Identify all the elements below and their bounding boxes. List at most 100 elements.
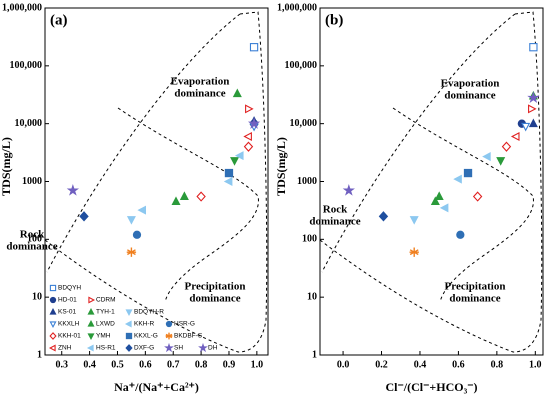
marker bbox=[171, 196, 181, 205]
x-tick-label: 0.6 bbox=[452, 359, 465, 370]
marker bbox=[48, 344, 56, 352]
marker bbox=[49, 321, 57, 329]
marker bbox=[472, 191, 483, 202]
x-tick-label: 1.0 bbox=[251, 359, 264, 370]
marker bbox=[230, 157, 240, 166]
marker bbox=[434, 191, 444, 200]
legend-label: HS-R1 bbox=[96, 345, 116, 352]
marker bbox=[125, 344, 133, 352]
marker bbox=[124, 320, 132, 328]
legend-label: KKXL-G bbox=[134, 333, 158, 340]
boundary bbox=[46, 13, 241, 273]
x-tick-label: 0.7 bbox=[167, 359, 180, 370]
annotation: dominance bbox=[449, 293, 500, 305]
legend-label: LXWD bbox=[96, 321, 115, 328]
annotation: dominance bbox=[174, 88, 225, 100]
annotation: dominance bbox=[6, 241, 57, 253]
annotation: dominance bbox=[444, 90, 495, 102]
marker bbox=[224, 168, 234, 178]
boundary bbox=[237, 11, 268, 353]
marker bbox=[164, 342, 174, 353]
marker bbox=[521, 122, 531, 132]
legend-label: KKH-01 bbox=[58, 333, 81, 340]
y-tick-label: 10 bbox=[32, 291, 42, 302]
boundary bbox=[44, 239, 239, 353]
marker bbox=[79, 211, 89, 222]
y-tick-label: 100 bbox=[302, 234, 317, 245]
legend-label: DXF-G bbox=[134, 345, 154, 352]
marker bbox=[243, 141, 254, 152]
marker bbox=[87, 319, 95, 327]
marker bbox=[528, 104, 537, 114]
marker bbox=[232, 88, 242, 98]
marker bbox=[179, 191, 189, 200]
y-tick-label: 1000 bbox=[297, 176, 317, 187]
y-tick-label: 10,000 bbox=[15, 118, 43, 129]
marker bbox=[510, 131, 520, 142]
marker bbox=[126, 247, 137, 257]
x-tick-label: 0.2 bbox=[375, 359, 388, 370]
annotation: Rock bbox=[20, 229, 45, 241]
legend-label: YMH bbox=[96, 333, 111, 340]
x-axis-label: Cl⁻/(Cl⁻+HCO₃⁻) bbox=[385, 380, 477, 394]
legend-label: CDRM bbox=[96, 297, 116, 304]
y-axis-label: TDS(mg/L) bbox=[0, 137, 13, 196]
marker bbox=[439, 203, 449, 213]
legend-label: KKXLH bbox=[58, 321, 80, 328]
marker bbox=[125, 309, 133, 317]
y-tick-label: 100,000 bbox=[285, 60, 318, 71]
marker bbox=[527, 91, 540, 104]
annotation: Evaporation bbox=[171, 76, 230, 88]
marker bbox=[501, 141, 512, 152]
marker bbox=[223, 176, 233, 187]
boundary bbox=[319, 239, 514, 353]
marker bbox=[49, 296, 57, 304]
marker bbox=[126, 216, 136, 225]
marker bbox=[245, 104, 254, 114]
marker bbox=[234, 151, 244, 161]
marker bbox=[342, 184, 355, 196]
marker bbox=[87, 333, 95, 341]
marker bbox=[49, 284, 57, 292]
x-tick-label: 0.4 bbox=[414, 359, 427, 370]
y-tick-label: 1000 bbox=[22, 176, 42, 187]
legend-label: KKH-R bbox=[134, 321, 155, 328]
x-tick-label: 0.3 bbox=[55, 359, 68, 370]
annotation: Precipitation bbox=[445, 281, 506, 293]
marker bbox=[456, 230, 465, 239]
marker bbox=[463, 168, 473, 178]
marker bbox=[87, 307, 95, 315]
marker bbox=[198, 342, 208, 353]
annotation: Evaporation bbox=[441, 78, 500, 90]
annotation: dominance bbox=[309, 216, 360, 228]
marker bbox=[132, 230, 142, 239]
y-tick-label: 100,000 bbox=[10, 60, 43, 71]
x-tick-label: 0.9 bbox=[223, 359, 236, 370]
y-tick-label: 10 bbox=[307, 291, 317, 302]
boundary bbox=[117, 107, 259, 303]
panel-label: (a) bbox=[50, 12, 68, 28]
legend-label: SH bbox=[174, 345, 183, 352]
legend-label: HD-01 bbox=[58, 297, 77, 304]
legend-label: TYH-1 bbox=[96, 309, 115, 316]
marker bbox=[528, 118, 538, 128]
marker bbox=[243, 131, 252, 142]
marker bbox=[249, 43, 259, 52]
y-tick-label: 1 bbox=[312, 349, 317, 360]
x-axis-label: Na⁺/(Na⁺+Ca²⁺) bbox=[114, 380, 199, 394]
marker bbox=[482, 152, 491, 162]
legend-label: BKDBF-S bbox=[174, 333, 203, 340]
legend-label: DH bbox=[208, 345, 218, 352]
boundary bbox=[321, 13, 516, 273]
boundary bbox=[512, 11, 543, 353]
y-axis-label: TDS(mg/L) bbox=[274, 137, 288, 196]
legend-label: BDQYH-R bbox=[134, 309, 164, 316]
x-tick-label: 0.0 bbox=[337, 359, 350, 370]
boundary bbox=[392, 107, 534, 303]
marker bbox=[247, 117, 261, 129]
legend-label: KS-01 bbox=[58, 309, 76, 316]
marker bbox=[137, 205, 146, 215]
boundaries-b bbox=[319, 11, 543, 353]
annotation: dominance bbox=[189, 293, 240, 305]
